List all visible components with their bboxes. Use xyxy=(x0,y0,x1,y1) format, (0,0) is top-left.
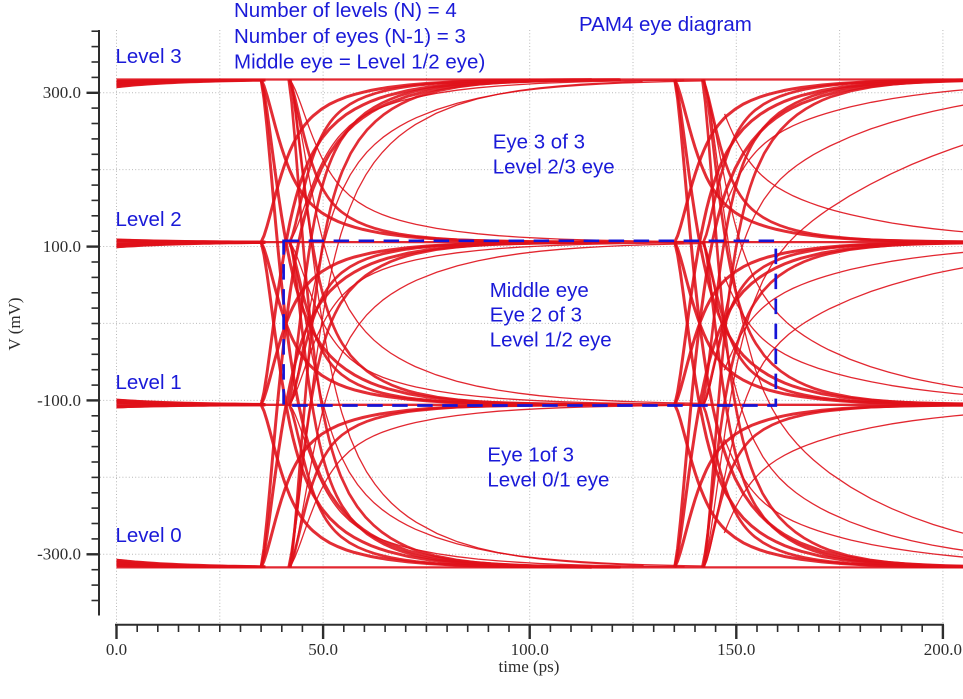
svg-text:Eye 1of 3: Eye 1of 3 xyxy=(487,444,574,467)
svg-text:200.0: 200.0 xyxy=(924,640,962,659)
svg-text:Eye 2 of 3: Eye 2 of 3 xyxy=(490,304,582,327)
svg-text:Level 0/1 eye: Level 0/1 eye xyxy=(487,469,609,492)
svg-text:Eye 3 of 3: Eye 3 of 3 xyxy=(493,131,585,154)
svg-text:300.0: 300.0 xyxy=(43,83,81,102)
svg-text:Middle eye: Middle eye xyxy=(490,279,589,302)
svg-text:Middle eye = Level 1/2 eye): Middle eye = Level 1/2 eye) xyxy=(234,50,485,73)
svg-text:-100.0: -100.0 xyxy=(37,391,81,410)
svg-text:0.0: 0.0 xyxy=(106,640,127,659)
svg-text:50.0: 50.0 xyxy=(308,640,338,659)
svg-text:100.0: 100.0 xyxy=(511,640,549,659)
svg-text:Level 1/2 eye: Level 1/2 eye xyxy=(490,328,612,351)
svg-text:Level 1: Level 1 xyxy=(116,371,182,394)
svg-text:100.0: 100.0 xyxy=(43,237,81,256)
svg-text:Number of levels (N) = 4: Number of levels (N) = 4 xyxy=(234,0,457,22)
svg-text:time (ps): time (ps) xyxy=(499,657,560,676)
svg-text:-300.0: -300.0 xyxy=(37,545,81,564)
svg-text:150.0: 150.0 xyxy=(717,640,755,659)
svg-text:Level 2/3 eye: Level 2/3 eye xyxy=(493,156,615,179)
svg-text:Level 0: Level 0 xyxy=(116,524,182,547)
svg-text:Level 2: Level 2 xyxy=(116,208,182,231)
svg-text:Number of eyes (N-1) = 3: Number of eyes (N-1) = 3 xyxy=(234,25,466,48)
svg-text:V (mV): V (mV) xyxy=(5,297,24,350)
svg-text:Level 3: Level 3 xyxy=(116,45,182,68)
svg-text:PAM4 eye diagram: PAM4 eye diagram xyxy=(579,13,752,36)
